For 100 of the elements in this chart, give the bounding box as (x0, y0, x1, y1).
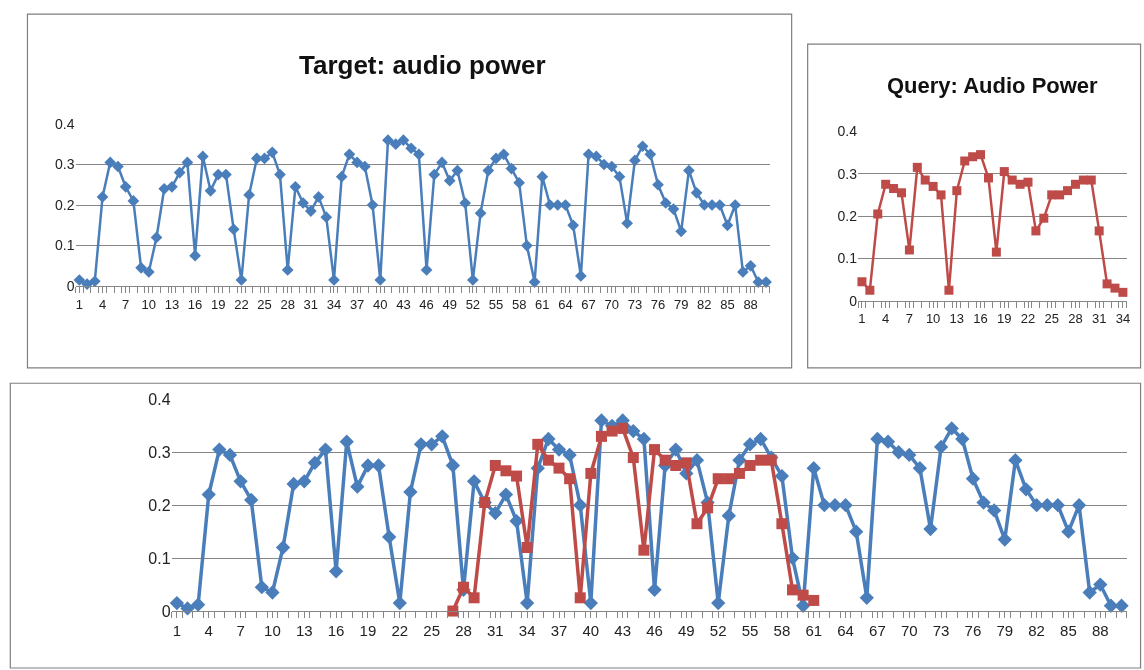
chart-title: Target: audio power (299, 50, 546, 80)
x-tick-label: 70 (900, 622, 918, 640)
point (1015, 179, 1025, 189)
x-tick-label: 55 (741, 622, 759, 640)
x-tick-label: 31 (1091, 311, 1107, 327)
x-tick-label: 70 (604, 296, 619, 312)
x-tick-label: 4 (204, 622, 213, 640)
point (1039, 213, 1049, 223)
x-tick-label: 43 (396, 296, 411, 312)
point (606, 425, 618, 437)
point (542, 454, 554, 466)
x-tick-label: 61 (805, 622, 823, 640)
x-tick-label: 1 (172, 622, 182, 640)
y-tick-label: 0.1 (837, 250, 858, 267)
point (1007, 175, 1017, 185)
x-tick-label: 19 (997, 311, 1012, 327)
point (489, 459, 501, 471)
point (765, 454, 777, 466)
point (1031, 226, 1041, 236)
x-tick-label: 10 (141, 296, 157, 312)
point (553, 462, 565, 474)
point (889, 184, 899, 194)
point (1070, 179, 1080, 189)
x-tick-label: 25 (257, 296, 272, 312)
x-tick-label: 49 (442, 296, 457, 312)
x-tick-label: 46 (419, 296, 434, 312)
x-tick-label: 40 (373, 296, 388, 312)
point (1086, 175, 1096, 185)
x-tick-label: 88 (743, 296, 758, 312)
point (670, 459, 682, 471)
x-tick-label: 28 (280, 296, 295, 312)
x-tick-label: 34 (1115, 311, 1131, 327)
point (999, 167, 1009, 177)
x-tick-label: 4 (98, 296, 107, 312)
x-tick-label: 34 (326, 296, 342, 312)
point (468, 592, 480, 604)
x-tick-label: 16 (973, 311, 988, 327)
point (574, 592, 586, 604)
point (755, 454, 767, 466)
point (960, 156, 970, 166)
y-tick-label: 0.4 (148, 390, 171, 408)
y-tick-label: 0.3 (55, 156, 75, 173)
y-tick-label: 0.2 (837, 207, 858, 224)
point (617, 422, 629, 434)
x-tick-label: 61 (535, 296, 550, 312)
point (702, 502, 714, 514)
x-tick-label: 79 (996, 622, 1014, 640)
x-tick-label: 40 (582, 622, 600, 640)
x-tick-label: 52 (709, 622, 727, 640)
point (1110, 283, 1120, 293)
x-tick-label: 58 (773, 622, 791, 640)
point (881, 179, 891, 189)
x-tick-label: 13 (949, 311, 965, 327)
x-tick-label: 67 (869, 622, 886, 640)
x-tick-label: 22 (1020, 311, 1036, 327)
point (912, 162, 922, 172)
x-tick-label: 79 (673, 296, 689, 312)
point (627, 452, 639, 464)
x-tick-label: 16 (327, 622, 345, 640)
y-tick-label: 0.1 (148, 549, 171, 567)
point (952, 186, 962, 196)
x-tick-label: 28 (1068, 311, 1083, 327)
point (457, 581, 469, 593)
y-tick-label: 0.4 (837, 123, 858, 140)
point (511, 470, 523, 482)
x-tick-label: 13 (164, 296, 180, 312)
x-tick-label: 73 (932, 622, 950, 640)
x-tick-label: 16 (187, 296, 203, 312)
x-tick-label: 37 (349, 296, 365, 312)
point (1063, 186, 1073, 196)
point (797, 589, 809, 601)
point (920, 175, 930, 185)
point (857, 277, 867, 287)
point (1055, 190, 1065, 200)
x-tick-label: 1 (75, 296, 83, 312)
point (787, 584, 799, 596)
x-tick-label: 88 (1091, 622, 1109, 640)
y-tick-label: 0.1 (55, 237, 75, 254)
x-tick-label: 25 (1044, 311, 1059, 327)
x-tick-label: 64 (837, 622, 854, 640)
x-tick-label: 55 (488, 296, 504, 312)
point (991, 247, 1001, 257)
x-tick-label: 85 (720, 296, 735, 312)
point (680, 457, 692, 469)
point (733, 467, 745, 479)
x-tick-label: 19 (359, 622, 377, 640)
point (904, 245, 914, 255)
x-tick-label: 82 (697, 296, 712, 312)
point (1094, 226, 1104, 236)
x-tick-label: 43 (614, 622, 632, 640)
point (659, 454, 671, 466)
point (976, 150, 986, 160)
x-tick-label: 37 (550, 622, 568, 640)
x-tick-label: 82 (1028, 622, 1045, 640)
point (936, 190, 946, 200)
x-tick-label: 85 (1060, 622, 1077, 640)
y-tick-label: 0 (849, 292, 858, 309)
x-tick-label: 19 (211, 296, 226, 312)
point (896, 188, 906, 198)
x-tick-label: 64 (558, 296, 573, 312)
